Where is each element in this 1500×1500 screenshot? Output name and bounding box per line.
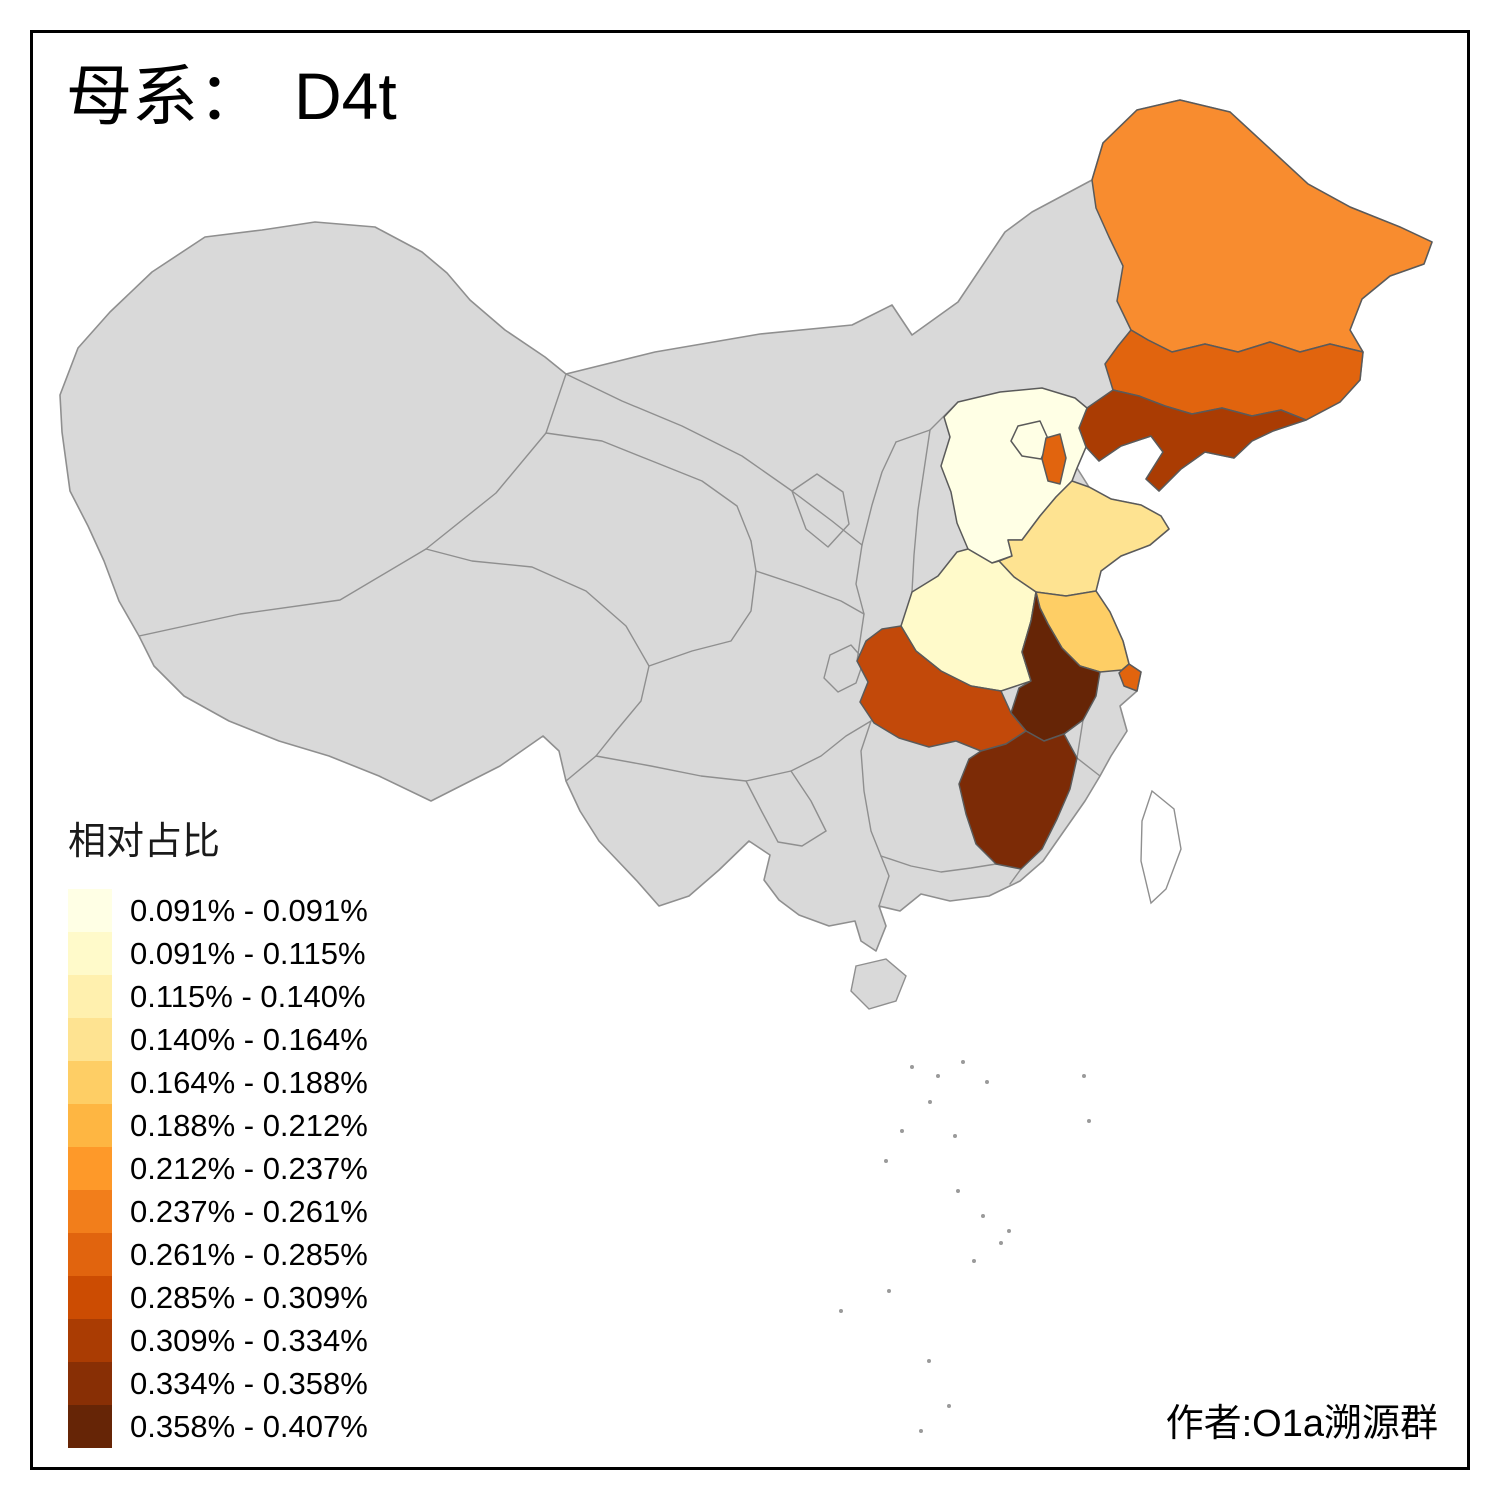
legend-label: 0.334% - 0.358%: [130, 1365, 368, 1401]
legend-swatch: [68, 975, 112, 1018]
legend-swatch: [68, 1405, 112, 1448]
legend-swatch: [68, 1233, 112, 1276]
province-jiangxi: [958, 730, 1078, 870]
border-qinghai-north: [545, 432, 752, 542]
border-tibet-qinghai: [425, 548, 650, 782]
title-prefix: 母系：: [66, 59, 264, 133]
border-hunan-guangdong: [880, 855, 997, 873]
border-shaanxi-south: [855, 544, 865, 662]
plot-title: 母系： D4t: [66, 60, 397, 133]
legend-item: 0.164% - 0.188%: [68, 1061, 368, 1104]
legend-item: 0.237% - 0.261%: [68, 1190, 368, 1233]
legend-item: 0.188% - 0.212%: [68, 1104, 368, 1147]
border-guizhou-guangxi: [790, 770, 827, 832]
border-chongqing: [823, 644, 865, 693]
legend-item: 0.212% - 0.237%: [68, 1147, 368, 1190]
legend-label: 0.212% - 0.237%: [130, 1150, 368, 1186]
border-ningxia: [791, 473, 850, 548]
legend-label: 0.309% - 0.334%: [130, 1322, 368, 1358]
legend-label: 0.261% - 0.285%: [130, 1236, 368, 1272]
south-china-sea-islets: [839, 1060, 1091, 1433]
legend-label: 0.358% - 0.407%: [130, 1408, 368, 1444]
title-haplogroup: D4t: [294, 59, 397, 133]
legend-label: 0.140% - 0.164%: [130, 1021, 368, 1057]
province-borders: [138, 373, 1101, 907]
legend-item: 0.091% - 0.115%: [68, 932, 368, 975]
legend-label: 0.164% - 0.188%: [130, 1064, 368, 1100]
legend-swatch: [68, 1018, 112, 1061]
border-guizhou-hunan: [860, 720, 882, 857]
border-shaanxi-north: [861, 441, 897, 546]
legend-item: 0.091% - 0.091%: [68, 889, 368, 932]
border-shanxi-west: [911, 429, 931, 593]
legend-item: 0.309% - 0.334%: [68, 1319, 368, 1362]
province-liaoning: [1078, 389, 1307, 492]
province-hubei: [856, 625, 1027, 752]
legend-label: 0.237% - 0.261%: [130, 1193, 368, 1229]
legend-label: 0.091% - 0.115%: [130, 935, 366, 971]
hainan-island: [850, 958, 907, 1010]
legend-swatch: [68, 1061, 112, 1104]
legend-swatch: [68, 1190, 112, 1233]
legend: 相对占比 0.091% - 0.091% 0.091% - 0.115% 0.1…: [68, 810, 368, 1448]
legend-swatch: [68, 1319, 112, 1362]
legend-label: 0.285% - 0.309%: [130, 1279, 368, 1315]
taiwan-island: [1140, 789, 1182, 905]
legend-item: 0.285% - 0.309%: [68, 1276, 368, 1319]
legend-item: 0.115% - 0.140%: [68, 975, 368, 1018]
legend-swatch: [68, 1362, 112, 1405]
attribution: 作者:O1a溯源群: [1165, 1403, 1438, 1445]
legend-label: 0.115% - 0.140%: [130, 978, 366, 1014]
border-fujian-guangdong: [1009, 868, 1022, 885]
province-beijing: [1010, 420, 1050, 460]
border-sichuan-north: [755, 570, 865, 615]
legend-swatch: [68, 1147, 112, 1190]
legend-item: 0.334% - 0.358%: [68, 1362, 368, 1405]
province-heilongjiang: [1091, 99, 1433, 353]
border-yunnan-east: [745, 780, 827, 847]
border-gansu-neimenggu: [565, 373, 863, 546]
legend-label: 0.188% - 0.212%: [130, 1107, 368, 1143]
border-sichuan-south: [595, 720, 872, 782]
legend-swatch: [68, 1104, 112, 1147]
legend-item: 0.261% - 0.285%: [68, 1233, 368, 1276]
province-tianjin: [1041, 433, 1067, 485]
legend-item: 0.358% - 0.407%: [68, 1405, 368, 1448]
legend-swatch: [68, 889, 112, 932]
legend-swatch: [68, 932, 112, 975]
legend-label: 0.091% - 0.091%: [130, 892, 368, 928]
border-qinghai-south: [648, 540, 757, 667]
legend-title: 相对占比: [68, 821, 221, 863]
border-guangxi-guangdong: [878, 855, 890, 907]
legend-swatch: [68, 1276, 112, 1319]
province-shanghai: [1118, 663, 1142, 692]
legend-item: 0.140% - 0.164%: [68, 1018, 368, 1061]
